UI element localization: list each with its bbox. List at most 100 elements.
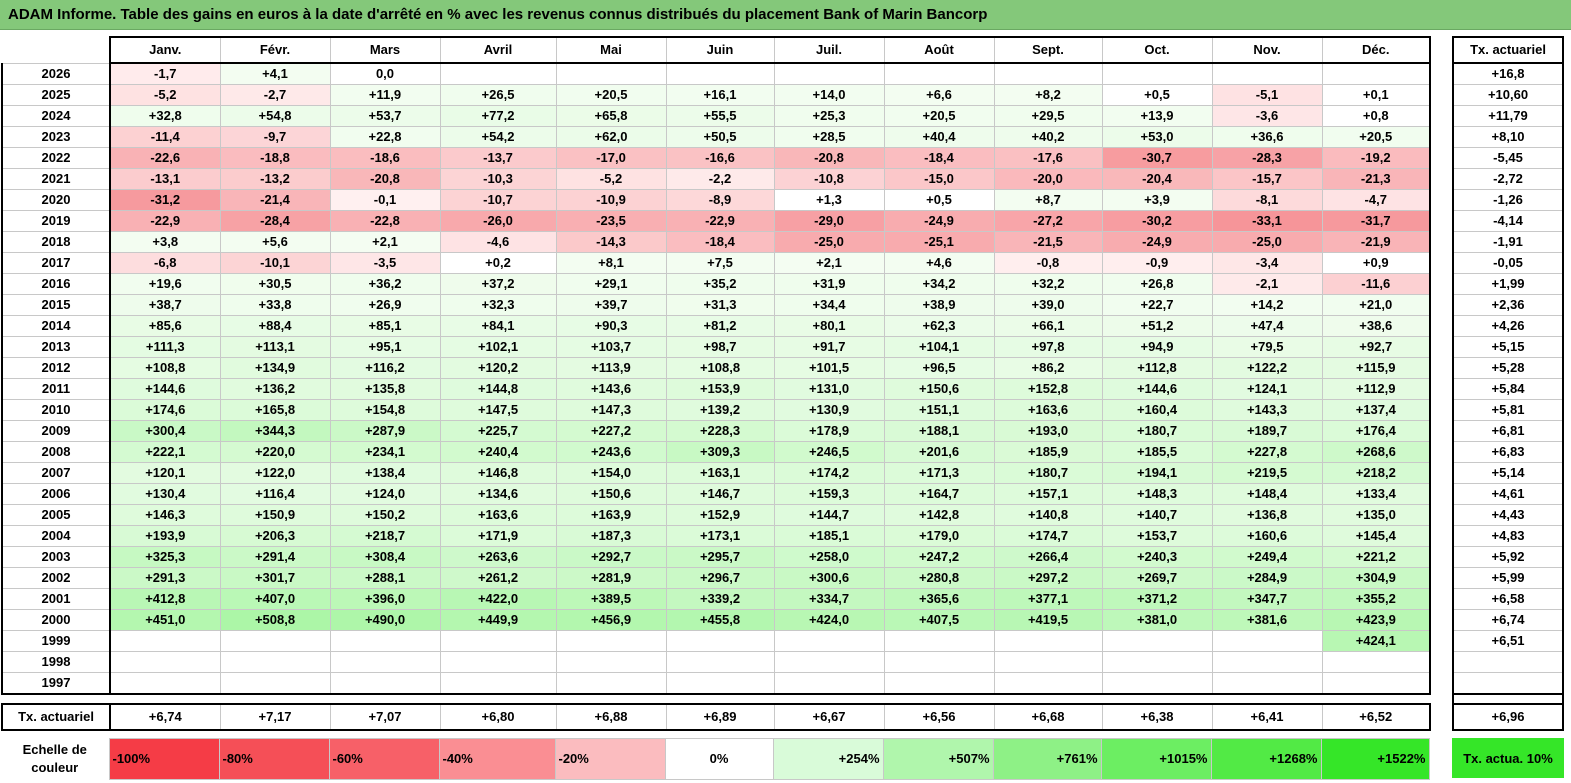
gain-cell: +139,2 [665,399,775,421]
gain-cell [109,630,221,652]
table-row [1452,651,1564,673]
table-row: 2005 +146,3 +150,9 +150,2 +163,6 +163,9 +152,9… [1,504,1431,526]
gain-cell: +34,4 [773,294,885,316]
spacer [774,694,884,704]
gain-cell: +88,4 [219,315,331,337]
gain-cell [883,651,995,673]
gain-cell: +261,2 [439,567,557,589]
gain-cell: +30,5 [219,273,331,295]
actuarial-rate-cell: +5,99 [1452,567,1564,589]
gain-cell: +246,5 [773,441,885,463]
spacer [440,694,556,704]
gain-cell: -18,6 [329,147,441,169]
summary-row: Tx. actuariel +6,74 +7,17 +7,07 +6,80 +6,88 +6… [1,703,1431,731]
table-row: -2,72 [1452,168,1564,190]
gain-cell: +120,2 [439,357,557,379]
gain-cell [773,62,885,85]
year-label: 2020 [1,189,111,211]
gain-cell: +225,7 [439,420,557,442]
gain-cell: +150,6 [883,378,995,400]
gain-cell: -16,6 [665,147,775,169]
table-row: 2002 +291,3 +301,7 +288,1 +261,2 +281,9 +296,7… [1,567,1431,589]
gain-cell: +130,9 [773,399,885,421]
gain-cell: +122,0 [219,462,331,484]
year-label: 2026 [1,62,111,85]
gain-cell: +163,9 [555,504,667,526]
table-row: 2004 +193,9 +206,3 +218,7 +171,9 +187,3 +173,1… [1,525,1431,547]
gain-cell: -4,7 [1321,189,1431,211]
gain-cell: -13,1 [109,168,221,190]
table-row: +5,99 [1452,567,1564,589]
gain-cell: -0,1 [329,189,441,211]
actuarial-rate-cell: +8,10 [1452,126,1564,148]
year-label: 2014 [1,315,111,337]
table-row: -0,05 [1452,252,1564,274]
summary-cell: +7,17 [219,703,331,731]
gain-cell: +4,1 [219,62,331,85]
gain-cell: -15,7 [1211,168,1323,190]
gain-cell: +180,7 [1101,420,1213,442]
color-scale-legend: Echelle de couleur -100% -80% -60% -40% -20%… [1,738,1430,780]
table-row: +5,15 [1452,336,1564,358]
summary-cell: +6,80 [439,703,557,731]
gain-cell: +142,8 [883,504,995,526]
gain-cell: -28,3 [1211,147,1323,169]
gain-cell: +144,8 [439,378,557,400]
gain-cell: +116,4 [219,483,331,505]
gain-cell: +36,6 [1211,126,1323,148]
gain-cell: +85,6 [109,315,221,337]
table-row: +4,26 [1452,315,1564,337]
spacer [2,694,110,704]
gain-cell: +0,8 [1321,105,1431,127]
target-rate-swatch: Tx. actua. 10% [1452,738,1564,778]
gain-cell: +152,8 [993,378,1103,400]
actuarial-rate-cell: -1,91 [1452,231,1564,253]
gain-cell: -30,2 [1101,210,1213,232]
gain-cell: +134,6 [439,483,557,505]
gain-cell: +32,8 [109,105,221,127]
table-row: +11,79 [1452,105,1564,127]
gain-cell: -8,1 [1211,189,1323,211]
actuarial-rate-cell: +5,15 [1452,336,1564,358]
table-row: +6,81 [1452,420,1564,442]
year-label: 1997 [1,672,111,695]
gain-cell: +490,0 [329,609,441,631]
gain-cell [883,672,995,695]
gain-cell: +146,8 [439,462,557,484]
gain-cell: +154,8 [329,399,441,421]
gain-cell: +5,6 [219,231,331,253]
gain-cell: +269,7 [1101,567,1213,589]
table-row: +1,99 [1452,273,1564,295]
table-row: 2019 -22,9 -28,4 -22,8 -26,0 -23,5 -22,9 -29,0-… [1,210,1431,232]
color-scale-label: Echelle de couleur [22,742,87,775]
color-scale-swatch: +507% [882,738,994,780]
table-row: 2026 -1,7 +4,1 0,0 [1,62,1431,85]
actuarial-rate-cell: +6,74 [1452,609,1564,631]
summary-cell: +6,67 [773,703,885,731]
table-row: 2022 -22,6 -18,8 -18,6 -13,7 -17,0 -16,6 -20,8-… [1,147,1431,169]
gain-cell [109,651,221,673]
year-label: 2016 [1,273,111,295]
spacer [1452,694,1564,704]
gain-cell: +113,9 [555,357,667,379]
gain-cell: -5,2 [109,84,221,106]
gain-cell [773,672,885,695]
gain-cell [555,62,667,85]
gain-cell: +53,0 [1101,126,1213,148]
actuarial-rate-cell: -5,45 [1452,147,1564,169]
gain-cell: +50,5 [665,126,775,148]
gain-cell: +32,3 [439,294,557,316]
color-scale-swatch: -20% [554,738,666,780]
gain-cell: +154,0 [555,462,667,484]
year-label: 1999 [1,630,111,652]
gain-cell: +455,8 [665,609,775,631]
gain-cell: +38,6 [1321,315,1431,337]
gain-cell: +266,4 [993,546,1103,568]
gain-cell: -4,6 [439,231,557,253]
actuarial-rate-cell [1452,672,1564,695]
gain-cell: +148,3 [1101,483,1213,505]
month-header: Mars [329,36,441,64]
gain-cell: -8,9 [665,189,775,211]
year-label: 2007 [1,462,111,484]
gain-cell: +66,1 [993,315,1103,337]
